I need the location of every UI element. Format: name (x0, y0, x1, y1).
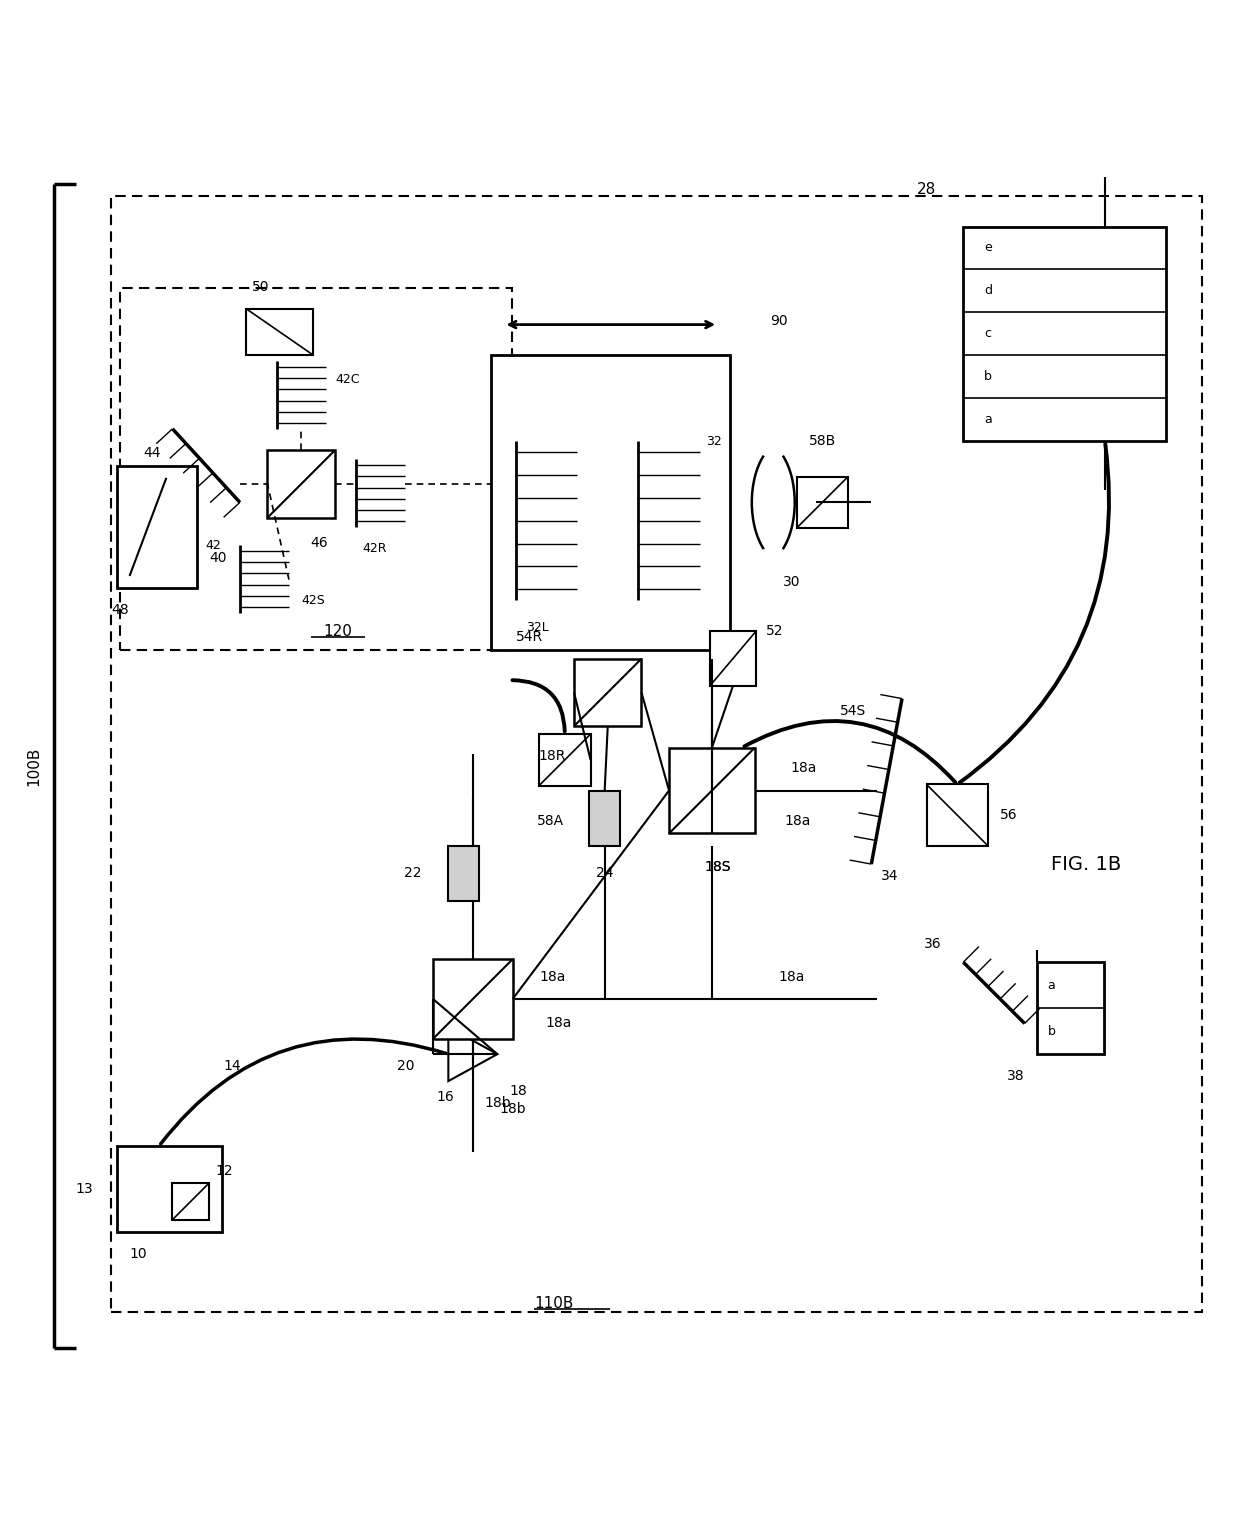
Text: 12: 12 (216, 1164, 233, 1178)
Bar (926, 784, 988, 846)
Text: 30: 30 (782, 574, 800, 590)
Text: 18b: 18b (484, 1097, 511, 1111)
Text: 40: 40 (210, 550, 227, 565)
Text: b: b (1048, 1025, 1055, 1037)
Text: 18a: 18a (779, 970, 805, 984)
Text: 18S: 18S (704, 859, 732, 873)
Text: 48: 48 (112, 604, 129, 617)
Text: 36: 36 (924, 936, 941, 951)
Text: 42S: 42S (301, 594, 325, 607)
Text: b: b (983, 371, 992, 383)
Text: 32L: 32L (526, 620, 548, 634)
Text: 24: 24 (596, 866, 614, 879)
Text: 14: 14 (223, 1060, 242, 1074)
Text: 22: 22 (404, 866, 422, 881)
Text: e: e (985, 242, 992, 254)
Text: 54R: 54R (516, 630, 543, 645)
Bar (433, 959, 512, 1039)
Bar (539, 734, 590, 786)
Text: FIG. 1B: FIG. 1B (1050, 855, 1121, 873)
Text: 44: 44 (143, 446, 160, 460)
Bar (118, 1146, 222, 1232)
Bar (120, 288, 512, 650)
Bar (118, 466, 197, 588)
Text: d: d (983, 285, 992, 297)
Bar (796, 476, 848, 529)
Text: 90: 90 (770, 314, 789, 328)
Bar (1037, 962, 1105, 1054)
Text: a: a (985, 414, 992, 426)
Text: 28: 28 (916, 182, 936, 198)
Text: 42R: 42R (362, 542, 387, 556)
Text: 54S: 54S (839, 703, 866, 719)
Bar (172, 1183, 210, 1219)
Text: 18b: 18b (500, 1103, 527, 1117)
Text: c: c (985, 328, 991, 340)
Text: 16: 16 (436, 1091, 454, 1105)
Text: 18a: 18a (791, 761, 817, 775)
Bar (963, 227, 1166, 441)
Text: 18a: 18a (539, 970, 565, 984)
Text: 18a: 18a (785, 813, 811, 829)
Text: 58B: 58B (808, 434, 836, 447)
Bar (246, 308, 314, 355)
Bar (112, 196, 1203, 1311)
Text: 58A: 58A (537, 813, 564, 829)
Text: 46: 46 (311, 536, 329, 550)
Text: 52: 52 (766, 624, 784, 639)
Text: 18: 18 (510, 1085, 527, 1098)
Text: 38: 38 (1007, 1069, 1024, 1083)
Text: 20: 20 (397, 1060, 414, 1074)
Text: 13: 13 (76, 1183, 93, 1196)
Text: 34: 34 (880, 869, 899, 884)
Text: 18R: 18R (539, 749, 567, 763)
Text: 50: 50 (252, 280, 269, 294)
Text: 56: 56 (1001, 807, 1018, 823)
Text: 110B: 110B (534, 1296, 574, 1310)
Text: 42: 42 (206, 539, 222, 552)
Bar (670, 748, 755, 833)
Bar (589, 791, 620, 846)
Text: 32: 32 (706, 435, 722, 447)
Text: 18S: 18S (704, 859, 732, 873)
Bar (709, 631, 756, 686)
Text: 100B: 100B (26, 746, 41, 786)
Text: 120: 120 (324, 624, 352, 639)
Bar (449, 846, 479, 901)
Polygon shape (449, 1026, 497, 1082)
Text: 10: 10 (129, 1247, 148, 1261)
Text: a: a (1048, 979, 1055, 991)
Text: 42C: 42C (336, 374, 360, 386)
Bar (574, 659, 641, 726)
Bar (268, 450, 335, 518)
Text: 18a: 18a (546, 1017, 572, 1031)
Bar (491, 355, 730, 650)
